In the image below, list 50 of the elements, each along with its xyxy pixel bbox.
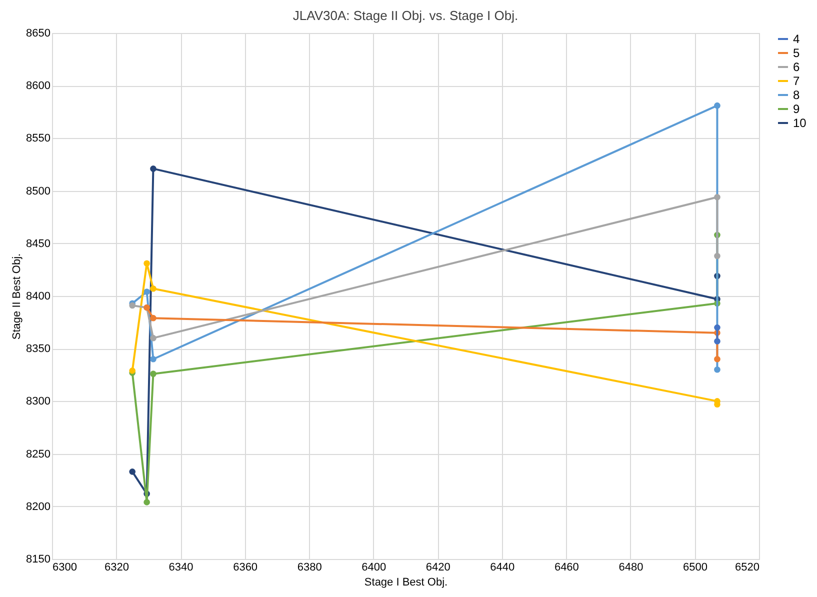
y-tick-label: 8600 [26,80,50,92]
chart-title: JLAV30A: Stage II Obj. vs. Stage I Obj. [292,8,518,23]
x-tick-label: 6520 [735,562,760,574]
x-tick-label: 6440 [490,562,515,574]
y-tick-label: 8650 [26,28,50,40]
point [714,102,720,109]
y-tick-label: 8150 [26,554,50,566]
y-tick-label: 8200 [26,500,50,513]
point [714,366,720,373]
point [144,288,150,295]
y-tick-label: 8400 [26,290,50,302]
x-tick-label: 6320 [104,562,130,574]
x-tick-label: 6300 [52,562,77,574]
x-tick-label: 6380 [297,562,322,574]
y-tick-label: 8300 [26,396,50,408]
x-tick-label: 6360 [233,562,258,574]
y-axis-title: Stage II Best Obj. [11,253,24,340]
y-tick-label: 8550 [26,132,50,145]
point [150,356,156,362]
x-tick-label: 6480 [618,562,644,574]
point [129,468,136,475]
x-tick-label: 6420 [426,562,450,574]
legend-label: 4 [793,32,800,46]
point [714,356,720,362]
y-tick-label: 8500 [26,185,50,198]
point [714,252,720,260]
point [150,285,156,292]
x-tick-label: 6460 [554,562,579,574]
point [714,194,720,200]
x-tick-label: 6340 [168,562,194,574]
point [150,166,156,172]
y-tick-label: 8350 [26,343,50,356]
point [150,370,156,378]
y-tick-label: 8250 [26,448,50,460]
legend-label: 7 [793,74,800,88]
point [150,314,156,322]
y-tick-label: 8450 [26,238,50,250]
x-tick-label: 6400 [362,562,386,574]
legend-label: 10 [793,116,807,130]
point [144,499,150,506]
legend-label: 5 [793,46,800,60]
x-axis-title: Stage I Best Obj. [364,576,448,588]
point [150,334,156,342]
legend-label: 8 [793,88,800,102]
point [714,324,720,331]
legend-label: 6 [793,60,800,74]
point [714,338,720,344]
point [144,260,150,267]
legend-label: 9 [793,102,800,116]
x-tick-label: 6500 [682,562,708,574]
